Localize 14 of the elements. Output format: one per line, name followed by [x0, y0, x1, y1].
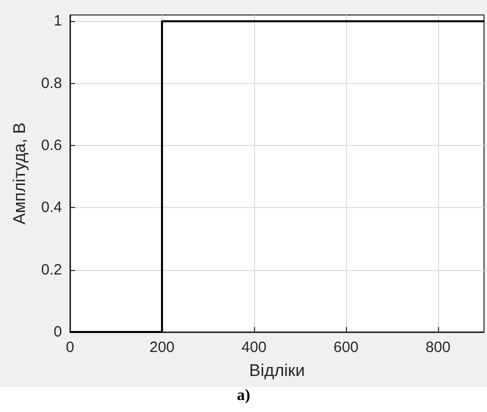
y-tick-label: 0.8 — [41, 74, 62, 92]
y-axis-title: Амплітуда, В — [10, 122, 29, 224]
x-tick-label: 200 — [149, 339, 175, 356]
x-tick-label: 400 — [241, 339, 267, 356]
y-tick-label: 0.2 — [41, 261, 62, 278]
x-axis-title: Відліки — [249, 361, 305, 380]
y-tick-label: 1 — [54, 12, 62, 30]
y-tick-label: 0.6 — [41, 137, 62, 154]
y-tick-label: 0.4 — [41, 199, 62, 216]
x-tick-label: 800 — [425, 339, 451, 356]
text: а) — [236, 387, 252, 405]
y-tick-label: 0 — [54, 324, 62, 340]
x-tick-label: 600 — [333, 339, 359, 356]
x-tick-label: 0 — [66, 339, 74, 356]
